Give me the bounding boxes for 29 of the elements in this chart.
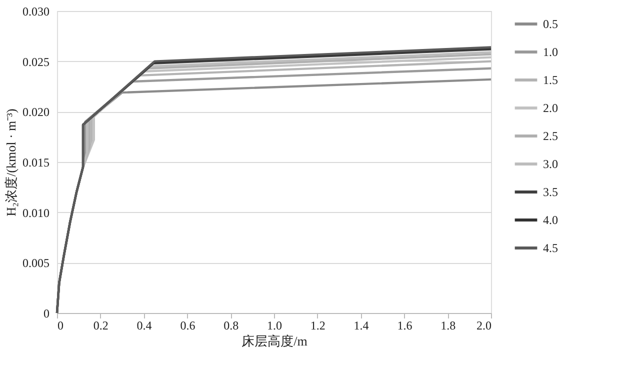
y-tick-label: 0.010	[22, 206, 50, 220]
x-axis-title: 床层高度/m	[242, 334, 308, 348]
y-tick-label: 0.030	[22, 4, 50, 18]
y-tick-label: 0.025	[22, 54, 50, 69]
legend-label: 2.5	[543, 129, 558, 143]
legend-label: 4.0	[543, 213, 558, 227]
y-tick-label: 0	[44, 306, 50, 320]
legend-label: 3.0	[543, 157, 558, 171]
x-tick-label: 0.4	[136, 318, 152, 332]
y-axis-title: H₂浓度/(kmol · m⁻³)	[4, 108, 18, 216]
x-tick-label: 0.8	[224, 318, 239, 332]
legend-label: 1.5	[543, 73, 558, 87]
y-tick-label: 0.020	[22, 105, 50, 120]
legend-label: 3.5	[543, 185, 558, 199]
y-tick-label: 0.015	[22, 156, 50, 170]
legend-label: 4.5	[543, 241, 558, 255]
x-tick-label: 1.0	[267, 318, 282, 332]
x-tick-label: 0.6	[180, 318, 196, 332]
x-tick-label: 1.6	[397, 318, 412, 332]
y-tick-label: 0.005	[22, 256, 50, 270]
legend-label: 1.0	[543, 45, 558, 59]
x-tick-label: 2.0	[476, 318, 492, 332]
x-tick-label: 0.2	[93, 318, 108, 332]
legend-label: 2.0	[543, 101, 558, 115]
x-tick-label: 1.8	[440, 318, 456, 332]
x-tick-label: 1.2	[310, 318, 326, 332]
x-tick-label: 1.4	[354, 318, 369, 332]
legend-label: 0.5	[543, 17, 558, 31]
x-tick-label: 0	[58, 318, 64, 332]
